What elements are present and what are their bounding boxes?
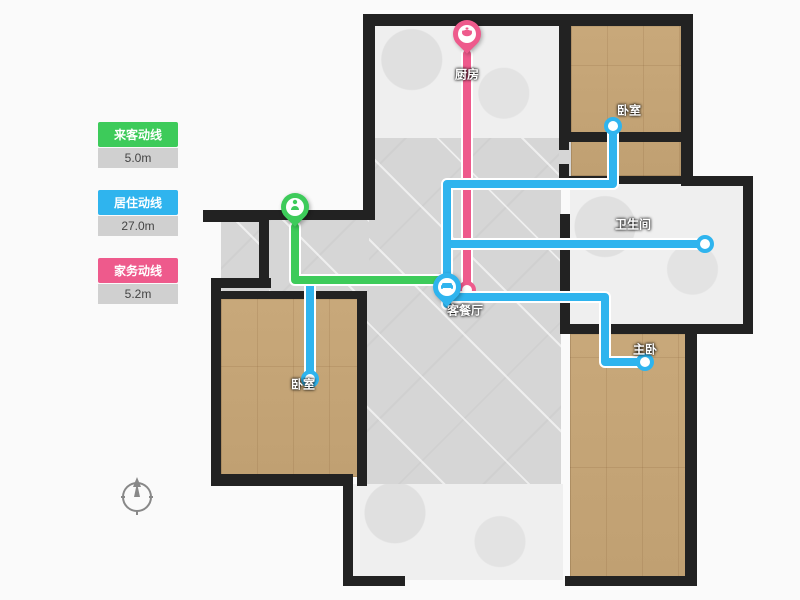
wall [211, 474, 351, 486]
floorplan: 厨房卧室卫生间主卧卧室客餐厅 [215, 14, 753, 584]
wall [363, 14, 375, 140]
room-bathroom [570, 184, 745, 326]
room-label-bathroom: 卫生间 [615, 216, 651, 233]
wall [203, 210, 213, 222]
room-label-master-bedroom: 主卧 [633, 341, 657, 358]
marker-person [281, 193, 309, 227]
room-hall-n [269, 220, 369, 292]
room-label-bedroom-sw: 卧室 [291, 376, 315, 393]
wall [560, 324, 696, 334]
marker-pot [453, 20, 481, 54]
legend-title: 来客动线 [98, 122, 178, 147]
wall [685, 324, 697, 586]
room-label-kitchen: 厨房 [455, 66, 479, 83]
wall [565, 576, 697, 586]
legend-item-housework: 家务动线 5.2m [98, 258, 178, 304]
wall [559, 132, 693, 142]
room-balcony-s [353, 484, 563, 580]
room-master-bedroom [570, 334, 686, 578]
legend-title: 居住动线 [98, 190, 178, 215]
compass-icon [117, 475, 157, 520]
wall [259, 210, 269, 286]
marker-sofa [433, 273, 461, 307]
legend-value: 5.0m [98, 148, 178, 168]
wall [363, 14, 693, 26]
wall [357, 291, 367, 486]
wall [560, 214, 570, 334]
wall [559, 14, 571, 140]
wall [743, 176, 753, 332]
legend-item-living: 居住动线 27.0m [98, 190, 178, 236]
wall [211, 278, 221, 486]
pot-icon [460, 25, 474, 39]
person-icon [288, 198, 302, 212]
wall [559, 176, 687, 184]
room-label-bedroom-ne: 卧室 [617, 102, 641, 119]
legend-item-guest: 来客动线 5.0m [98, 122, 178, 168]
wall [345, 576, 405, 586]
wall [559, 164, 569, 182]
legend-value: 27.0m [98, 216, 178, 236]
legend-title: 家务动线 [98, 258, 178, 283]
wall [693, 324, 753, 334]
wall [559, 132, 569, 150]
wall [363, 132, 375, 220]
wall [681, 14, 693, 186]
legend-value: 5.2m [98, 284, 178, 304]
wall [221, 291, 367, 299]
sofa-icon [440, 278, 454, 292]
legend: 来客动线 5.0m 居住动线 27.0m 家务动线 5.2m [98, 122, 178, 326]
wall [343, 474, 353, 586]
